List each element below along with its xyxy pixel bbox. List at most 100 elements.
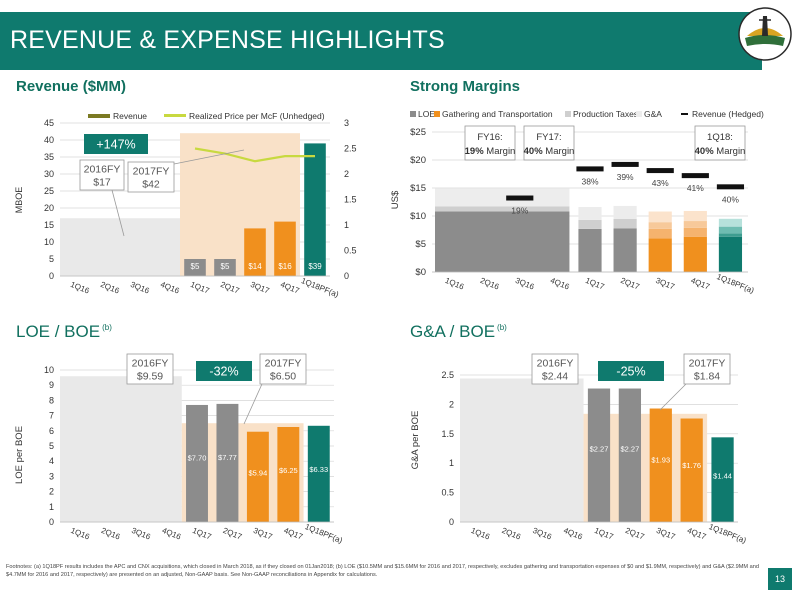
revenue-section-title: Revenue ($MM)	[16, 78, 127, 95]
loe-bar-3Q17	[246, 431, 269, 522]
ga-y-tick-5: 2.5	[441, 370, 454, 380]
ga-x-tick-1: 2Q16	[501, 526, 523, 542]
margins-legend-label-0: LOE	[418, 109, 435, 119]
ga-change-badge: -25%	[616, 364, 645, 378]
margins-box-1-pct: 40%	[524, 146, 544, 157]
loe-bar-label-5: $7.77	[218, 453, 237, 462]
footnote: Footnotes: (a) 1Q18PF results includes t…	[6, 564, 759, 578]
revenue-legend-label-0: Revenue	[113, 111, 147, 121]
loe-y-tick-2: 2	[49, 487, 54, 497]
loe-bar-1Q18PF(a)	[307, 425, 330, 522]
margins-label-4: 38%	[581, 176, 598, 186]
ga-callout-2016fy-box	[531, 353, 579, 385]
ga-bar-label-4: $2.27	[590, 445, 609, 454]
loe-title-sup: (b)	[102, 323, 112, 333]
loe-y-tick-9: 9	[49, 380, 54, 390]
margins-x-tick-5: 2Q17	[619, 276, 641, 292]
ga-fy-backdrop-0	[460, 378, 584, 522]
margins-bar-3Q17-gt	[648, 228, 672, 239]
revenue-callout-2017fy-line1: 2017FY	[133, 166, 170, 178]
loe-y-tick-7: 7	[49, 411, 54, 421]
revenue-y-tick-9: 45	[44, 118, 54, 128]
revenue-y-tick-7: 35	[44, 152, 54, 162]
margins-legend-swatch-3	[636, 111, 642, 117]
margins-bar-1Q18PF(a)-loe	[718, 236, 743, 272]
margins-bar-2Q17-ga	[613, 205, 637, 219]
ga-section-title: G&A / BOE (b)	[410, 322, 507, 342]
ga-callout-2017fy-box	[683, 353, 731, 385]
revenue-x-tick-2: 3Q16	[129, 280, 151, 296]
loe-x-tick-2: 3Q16	[130, 526, 152, 542]
revenue-change-badge: +147%	[96, 137, 135, 151]
margins-x-tick-1: 2Q16	[479, 276, 501, 292]
ga-x-tick-4: 1Q17	[593, 526, 615, 542]
margins-x-tick-8: 1Q18PF(a)	[715, 272, 755, 295]
margins-bar-3Q17-pt	[648, 222, 672, 229]
loe-x-tick-3: 4Q16	[161, 526, 183, 542]
revenue-callout-2016fy-line2: $17	[93, 177, 111, 189]
revenue-bar-1Q18PF(a)	[304, 143, 326, 276]
revenue-callout-2016fy-box	[79, 159, 125, 191]
margins-bar-4Q17-loe	[683, 236, 707, 272]
margins-fy16-stack-pt	[435, 206, 570, 212]
ga-bar-label-8: $1.44	[713, 471, 732, 480]
loe-x-tick-7: 4Q17	[283, 526, 305, 542]
revenue-x-tick-7: 4Q17	[279, 280, 301, 296]
loe-bar-label-4: $7.70	[188, 454, 207, 463]
ga-callout-2016fy-line2: $2.44	[542, 371, 568, 383]
loe-title-text: LOE / BOE	[16, 322, 101, 341]
revenue-x-tick-3: 4Q16	[159, 280, 181, 296]
loe-x-tick-8: 1Q18PF(a)	[304, 522, 344, 545]
ga-bar-label-6: $1.93	[651, 456, 670, 465]
ga-x-tick-8: 1Q18PF(a)	[707, 522, 747, 545]
margins-box-0	[464, 125, 516, 161]
margins-label-6: 43%	[652, 178, 669, 188]
ga-bar-label-5: $2.27	[620, 445, 639, 454]
ga-x-tick-0: 1Q16	[470, 526, 492, 542]
revenue-y2-tick-5: 2.5	[344, 144, 357, 154]
margins-revenue-marker-7	[681, 173, 709, 179]
revenue-price-line	[194, 147, 315, 163]
revenue-x-tick-1: 2Q16	[99, 280, 121, 296]
margins-box-2-word: Margin	[714, 146, 746, 157]
loe-y-tick-4: 4	[49, 456, 54, 466]
loe-y-tick-6: 6	[49, 426, 54, 436]
margins-y-tick-1: $5	[415, 239, 426, 250]
margins-label-8: 40%	[722, 194, 739, 204]
margins-bar-1Q17-loe	[578, 228, 602, 272]
ga-x-tick-2: 3Q16	[531, 526, 553, 542]
loe-y-axis-label: LOE per BOE	[14, 426, 25, 484]
ga-x-tick-6: 3Q17	[655, 526, 677, 542]
loe-y-tick-10: 10	[44, 365, 54, 375]
margins-label-5: 39%	[617, 172, 634, 182]
margins-legend-label-3: G&A	[644, 109, 662, 119]
loe-bar-label-8: $6.33	[309, 465, 328, 474]
revenue-callout-2017fy-line2: $42	[142, 179, 160, 191]
ga-x-tick-5: 2Q17	[624, 526, 646, 542]
margins-box-0-line2: 19% Margin	[465, 146, 516, 157]
ga-bar-2Q17	[618, 388, 642, 522]
loe-y-tick-1: 1	[49, 502, 54, 512]
loe-x-tick-4: 1Q17	[191, 526, 213, 542]
loe-bar-2Q17	[216, 403, 239, 522]
revenue-y-tick-8: 40	[44, 135, 54, 145]
margins-x-tick-4: 1Q17	[584, 276, 606, 292]
ga-y-tick-0: 0	[449, 517, 454, 527]
margins-section-title: Strong Margins	[410, 78, 521, 95]
margins-x-tick-3: 4Q16	[549, 276, 571, 292]
revenue-bar-label-6: $14	[248, 262, 262, 271]
loe-x-tick-1: 2Q16	[100, 526, 122, 542]
revenue-x-tick-8: 1Q18PF(a)	[300, 276, 340, 299]
loe-x-tick-6: 3Q17	[252, 526, 274, 542]
revenue-y2-tick-3: 1.5	[344, 195, 357, 205]
margins-revenue-marker-4	[576, 166, 604, 172]
loe-y-tick-3: 3	[49, 471, 54, 481]
revenue-legend-swatch-1	[164, 114, 186, 117]
margins-y-tick-3: $15	[410, 183, 426, 194]
revenue-x-tick-4: 1Q17	[189, 280, 211, 296]
revenue-callout-2017fy-box	[127, 161, 175, 193]
loe-bar-1Q17	[186, 404, 208, 522]
margins-bar-4Q17-gt	[683, 227, 707, 237]
revenue-bar-label-7: $16	[278, 262, 292, 271]
loe-callout-2017fy-line2: $6.50	[270, 371, 296, 383]
